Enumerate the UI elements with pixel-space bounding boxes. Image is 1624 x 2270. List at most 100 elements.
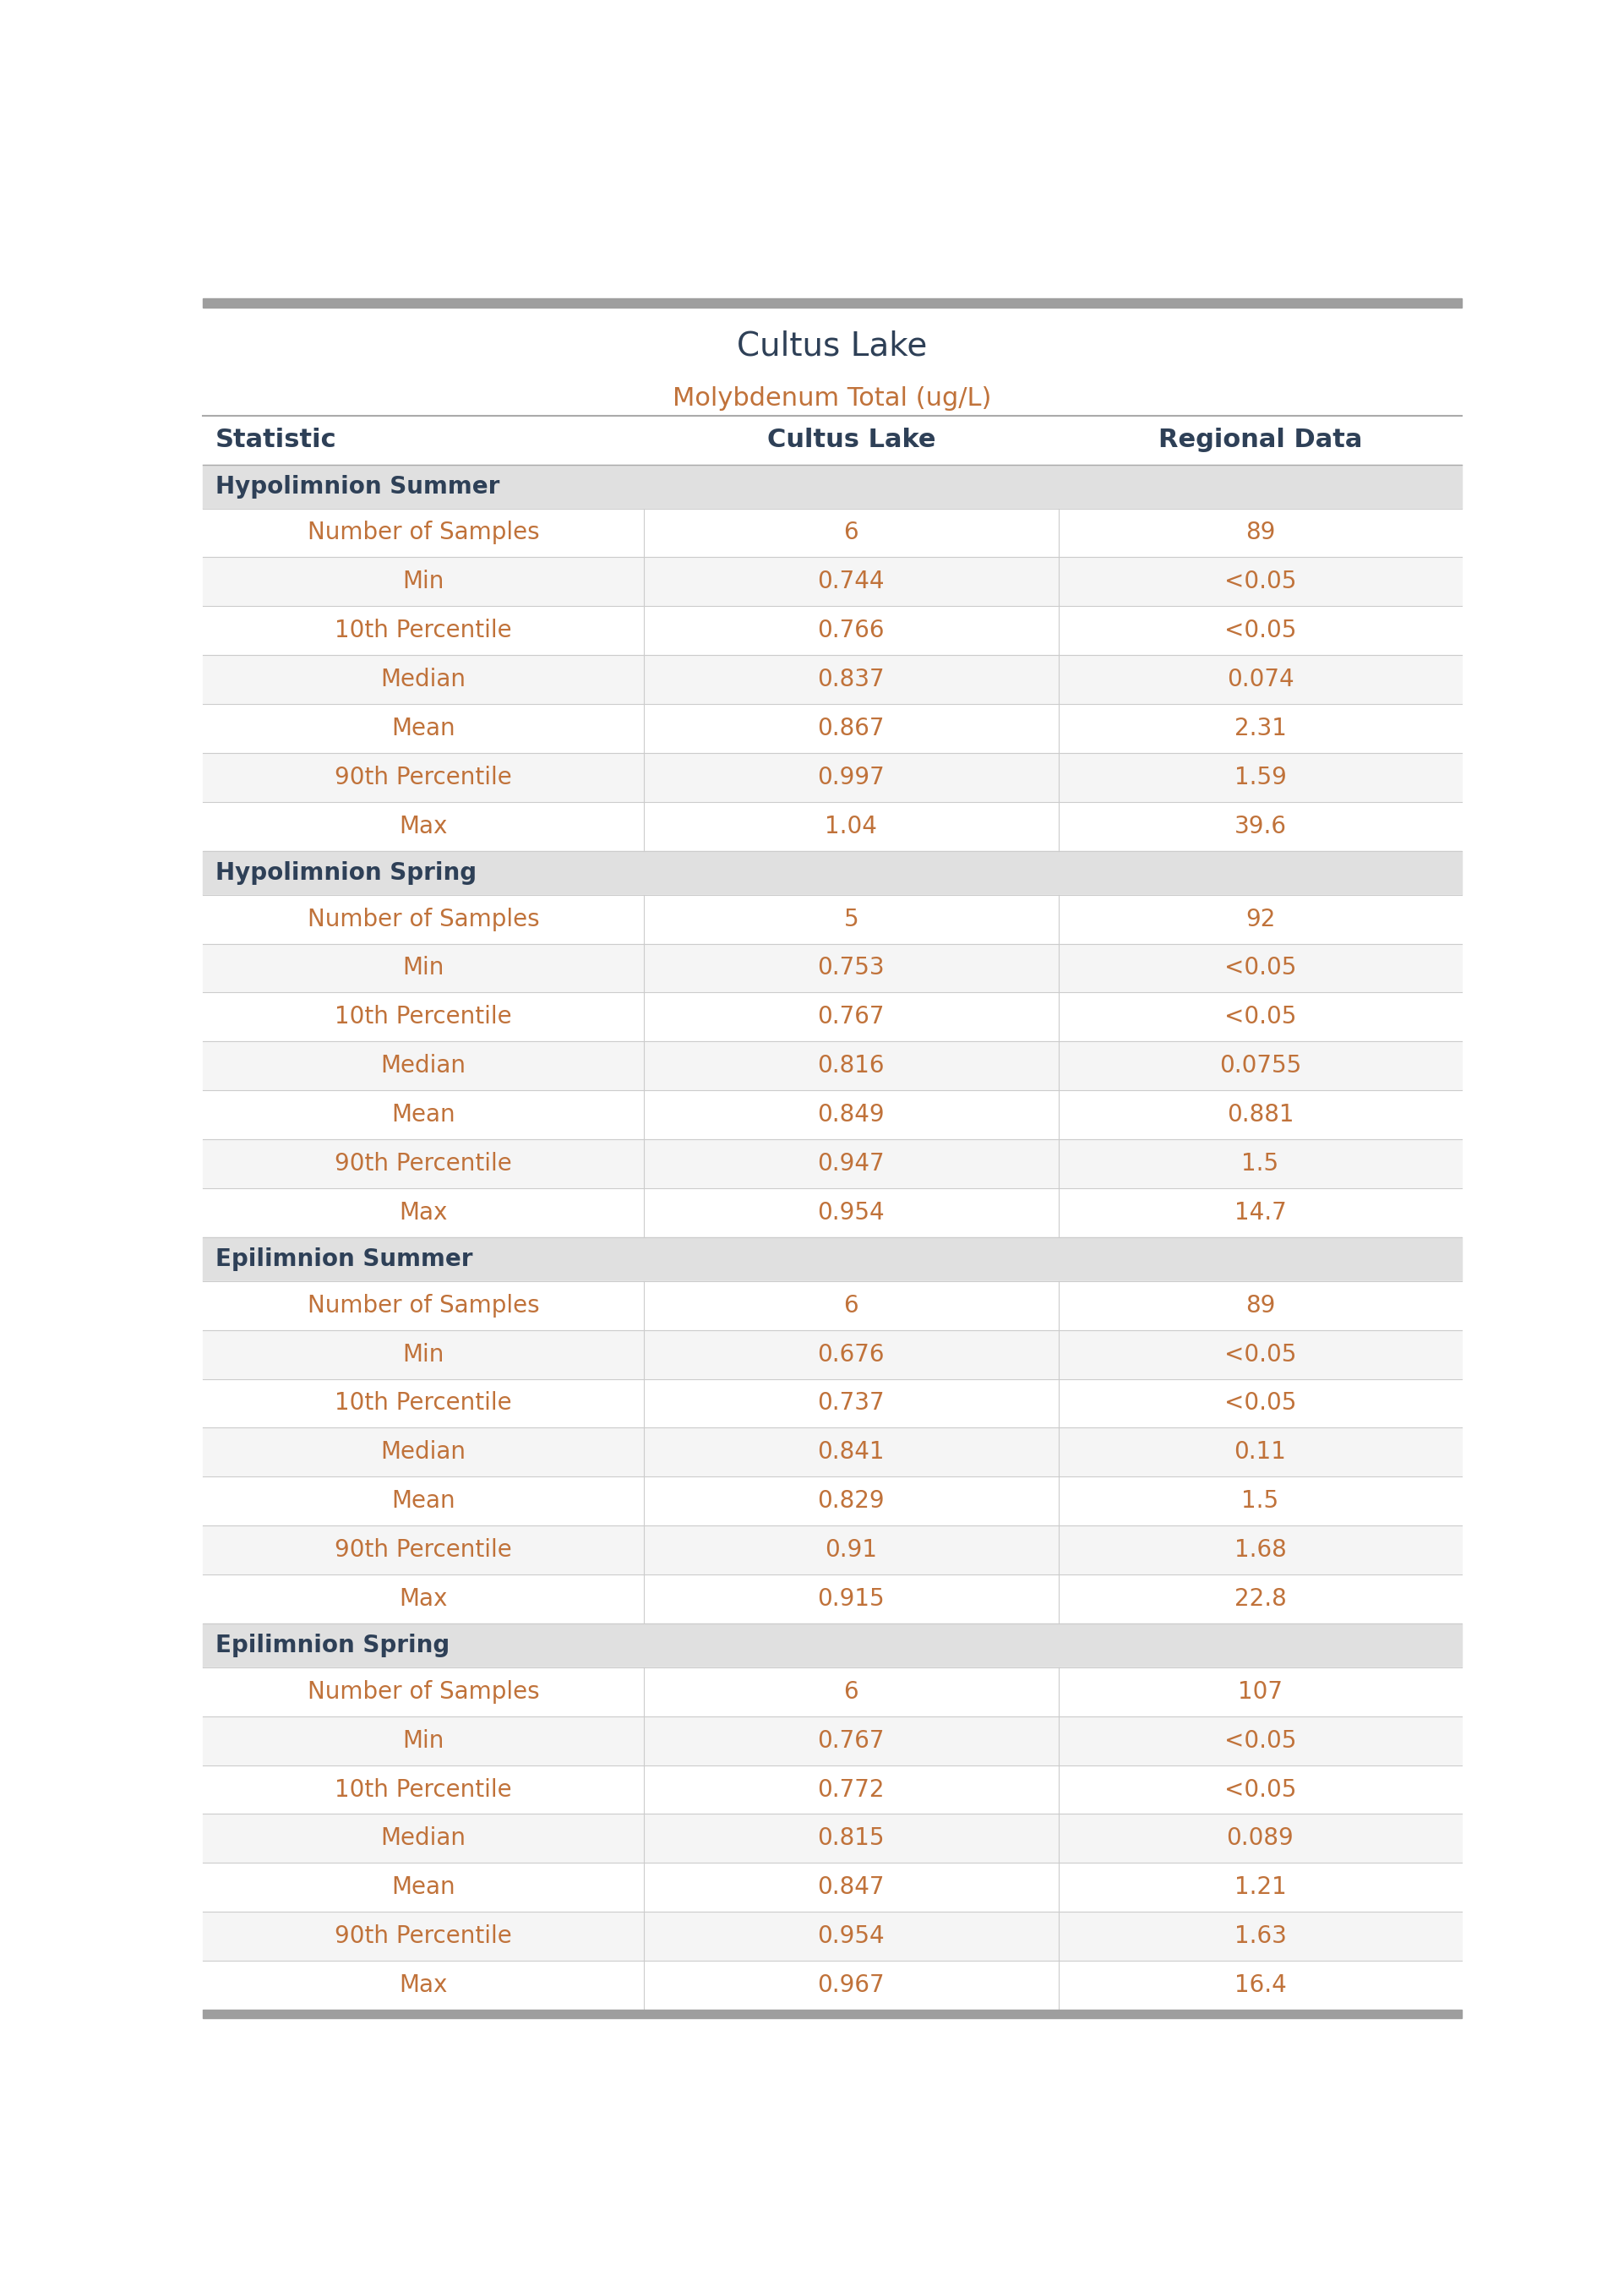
Bar	[203, 1666, 1462, 1716]
Text: Hypolimnion Summer: Hypolimnion Summer	[216, 474, 500, 499]
Text: 1.04: 1.04	[825, 815, 877, 838]
Text: 0.744: 0.744	[817, 570, 885, 595]
Text: <0.05: <0.05	[1224, 1777, 1296, 1802]
Text: 1.5: 1.5	[1242, 1151, 1278, 1176]
Bar	[203, 300, 1462, 306]
Text: 0.089: 0.089	[1226, 1827, 1294, 1850]
Text: 1.63: 1.63	[1234, 1925, 1286, 1948]
Bar	[203, 1961, 1462, 2009]
Text: 89: 89	[1246, 1294, 1275, 1317]
Text: Min: Min	[403, 570, 443, 595]
Text: 0.767: 0.767	[817, 1006, 885, 1028]
Bar	[203, 1428, 1462, 1478]
Text: 0.954: 0.954	[817, 1925, 885, 1948]
Text: 0.676: 0.676	[817, 1342, 885, 1367]
Text: 1.68: 1.68	[1234, 1539, 1286, 1562]
Text: Median: Median	[380, 1053, 466, 1078]
Bar	[203, 1525, 1462, 1575]
Text: Number of Samples: Number of Samples	[307, 1294, 539, 1317]
Text: 10th Percentile: 10th Percentile	[335, 1006, 512, 1028]
Text: 0.91: 0.91	[825, 1539, 877, 1562]
Text: 107: 107	[1237, 1680, 1283, 1702]
Text: <0.05: <0.05	[1224, 620, 1296, 642]
Text: 0.753: 0.753	[817, 956, 885, 981]
Text: 16.4: 16.4	[1234, 1973, 1286, 1998]
Text: Number of Samples: Number of Samples	[307, 1680, 539, 1702]
Text: 0.997: 0.997	[817, 765, 885, 790]
Text: 5: 5	[844, 908, 859, 931]
Bar	[203, 656, 1462, 704]
Text: 0.772: 0.772	[817, 1777, 885, 1802]
Text: <0.05: <0.05	[1224, 1342, 1296, 1367]
Bar	[203, 1716, 1462, 1766]
Text: Mean: Mean	[391, 1875, 455, 1900]
Text: 0.881: 0.881	[1226, 1103, 1294, 1126]
Text: 90th Percentile: 90th Percentile	[335, 765, 512, 790]
Bar	[203, 1864, 1462, 1911]
Text: Cultus Lake: Cultus Lake	[767, 429, 935, 452]
Text: <0.05: <0.05	[1224, 570, 1296, 595]
Text: 90th Percentile: 90th Percentile	[335, 1539, 512, 1562]
Text: 0.837: 0.837	[817, 667, 885, 692]
Text: Molybdenum Total (ug/L): Molybdenum Total (ug/L)	[672, 386, 992, 411]
Text: Max: Max	[400, 1973, 448, 1998]
Text: Cultus Lake: Cultus Lake	[737, 329, 927, 361]
Text: 10th Percentile: 10th Percentile	[335, 1777, 512, 1802]
Text: Max: Max	[400, 1201, 448, 1224]
Text: 0.074: 0.074	[1226, 667, 1294, 692]
Text: Mean: Mean	[391, 1103, 455, 1126]
Text: 0.829: 0.829	[817, 1489, 885, 1514]
Bar	[203, 1766, 1462, 1814]
Text: 10th Percentile: 10th Percentile	[335, 620, 512, 642]
Bar	[203, 1330, 1462, 1378]
Text: <0.05: <0.05	[1224, 1006, 1296, 1028]
Text: 1.59: 1.59	[1234, 765, 1286, 790]
Text: 0.954: 0.954	[817, 1201, 885, 1224]
Text: Epilimnion Summer: Epilimnion Summer	[216, 1246, 473, 1271]
Text: 2.31: 2.31	[1234, 717, 1286, 740]
Text: Regional Data: Regional Data	[1158, 429, 1363, 452]
Bar	[203, 801, 1462, 851]
Text: 1.5: 1.5	[1242, 1489, 1278, 1514]
Bar	[203, 1623, 1462, 1666]
Text: Number of Samples: Number of Samples	[307, 522, 539, 545]
Text: 0.767: 0.767	[817, 1730, 885, 1752]
Bar	[203, 1814, 1462, 1864]
Text: Median: Median	[380, 1827, 466, 1850]
Text: Min: Min	[403, 956, 443, 981]
Bar	[203, 894, 1462, 944]
Bar	[203, 1280, 1462, 1330]
Bar	[203, 1187, 1462, 1237]
Text: Mean: Mean	[391, 717, 455, 740]
Text: 0.0755: 0.0755	[1220, 1053, 1301, 1078]
Text: Number of Samples: Number of Samples	[307, 908, 539, 931]
Text: Hypolimnion Spring: Hypolimnion Spring	[216, 860, 477, 885]
Text: Min: Min	[403, 1730, 443, 1752]
Text: 1.21: 1.21	[1234, 1875, 1286, 1900]
Text: Epilimnion Spring: Epilimnion Spring	[216, 1634, 450, 1657]
Text: Max: Max	[400, 1587, 448, 1612]
Text: Mean: Mean	[391, 1489, 455, 1514]
Text: Median: Median	[380, 667, 466, 692]
Bar	[203, 851, 1462, 894]
Text: Statistic: Statistic	[216, 429, 336, 452]
Bar	[203, 415, 1462, 465]
Bar	[203, 2009, 1462, 2018]
Text: 39.6: 39.6	[1234, 815, 1286, 838]
Text: 0.847: 0.847	[817, 1875, 885, 1900]
Text: <0.05: <0.05	[1224, 1392, 1296, 1414]
Bar	[203, 558, 1462, 606]
Text: 0.841: 0.841	[817, 1441, 885, 1464]
Text: 89: 89	[1246, 522, 1275, 545]
Text: 90th Percentile: 90th Percentile	[335, 1151, 512, 1176]
Text: 0.915: 0.915	[817, 1587, 885, 1612]
Text: 90th Percentile: 90th Percentile	[335, 1925, 512, 1948]
Text: Min: Min	[403, 1342, 443, 1367]
Text: 0.815: 0.815	[817, 1827, 885, 1850]
Bar	[203, 465, 1462, 508]
Bar	[203, 1378, 1462, 1428]
Bar	[203, 992, 1462, 1042]
Text: 6: 6	[844, 522, 859, 545]
Text: 6: 6	[844, 1294, 859, 1317]
Text: 6: 6	[844, 1680, 859, 1702]
